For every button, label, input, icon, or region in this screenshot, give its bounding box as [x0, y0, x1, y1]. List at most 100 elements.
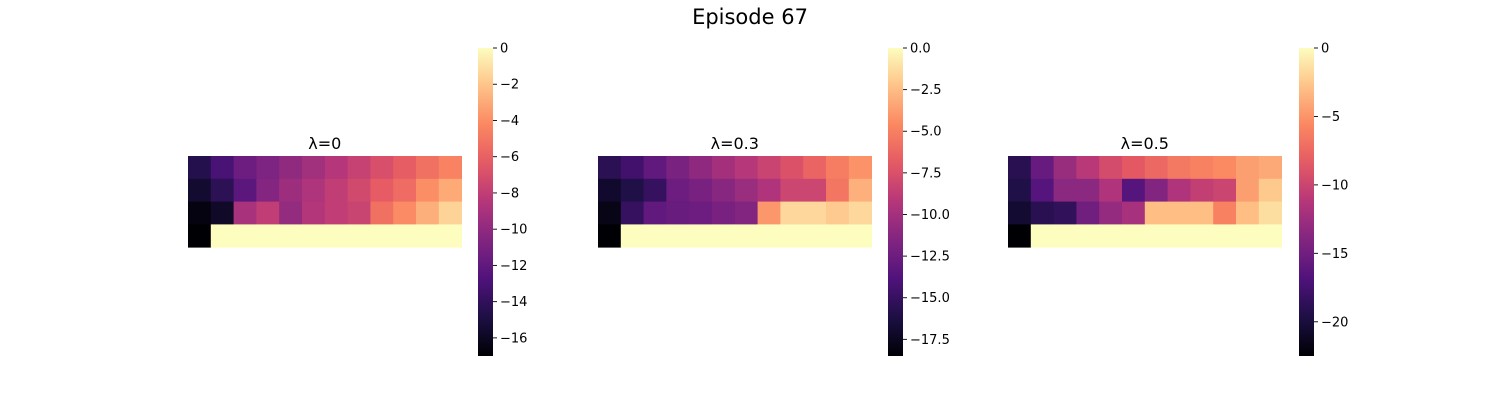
heatmap-cell	[712, 178, 736, 202]
colorbar	[478, 48, 493, 356]
heatmap-cell	[416, 178, 440, 202]
colorbar	[888, 48, 903, 356]
heatmap-cell	[598, 201, 622, 225]
heatmap-cell	[1213, 178, 1237, 202]
heatmap-cell	[324, 224, 348, 248]
heatmap-cell	[1099, 178, 1123, 202]
heatmap-cell	[848, 201, 872, 225]
colorbar-tick-label: −2	[500, 78, 519, 93]
heatmap-cell	[826, 178, 850, 202]
heatmap-cell	[1144, 178, 1168, 202]
heatmap-cell	[620, 201, 644, 225]
heatmap-cell	[188, 224, 212, 248]
heatmap-cell	[1258, 156, 1282, 180]
heatmap-title: λ=0	[308, 134, 341, 153]
heatmap-cell	[1167, 224, 1191, 248]
heatmap-cell	[734, 224, 758, 248]
heatmap-cell	[188, 201, 212, 225]
heatmap-cell	[1030, 156, 1054, 180]
heatmap-cell	[780, 156, 804, 180]
heatmap-cell	[803, 178, 827, 202]
heatmap-cell	[826, 224, 850, 248]
heatmap-cell	[438, 201, 462, 225]
heatmap-cell	[1144, 156, 1168, 180]
colorbar-tick-label: −5.0	[910, 125, 942, 140]
heatmap-cell	[643, 201, 667, 225]
heatmap-cell	[826, 156, 850, 180]
heatmap-cell	[1190, 156, 1214, 180]
heatmap-cell	[666, 201, 690, 225]
colorbar-tick-label: −2.5	[910, 83, 942, 98]
heatmap-panel-3: λ=0.5 0 −5 −10 −15 −20	[1008, 42, 1348, 356]
heatmap-cell	[1030, 201, 1054, 225]
heatmap-cell	[256, 178, 280, 202]
heatmap-cell	[1236, 178, 1260, 202]
heatmap-cell	[324, 178, 348, 202]
heatmap-cell	[233, 178, 257, 202]
heatmap-cell	[1076, 156, 1100, 180]
heatmap-cell	[393, 178, 417, 202]
colorbar-tick-label: −7.5	[910, 166, 942, 181]
heatmap-cell	[803, 201, 827, 225]
heatmap-cell	[188, 178, 212, 202]
heatmap-cell	[1053, 156, 1077, 180]
heatmap-cell	[803, 156, 827, 180]
heatmap-cell	[734, 201, 758, 225]
colorbar-tick-label: −8	[500, 186, 519, 201]
heatmap-cell	[256, 156, 280, 180]
heatmap-cell	[438, 224, 462, 248]
heatmap-cell	[1144, 224, 1168, 248]
colorbar-tick-label: −12.5	[910, 250, 950, 265]
heatmap-cell	[1053, 201, 1077, 225]
heatmap-cell	[1076, 224, 1100, 248]
colorbar-tick-label: −16	[500, 331, 527, 346]
heatmap-cell	[1190, 201, 1214, 225]
heatmap-cell	[757, 224, 781, 248]
heatmap-cell	[1236, 156, 1260, 180]
colorbar-tick-label: −15	[1321, 247, 1348, 262]
heatmap-cell	[689, 178, 713, 202]
heatmap-cell	[1236, 201, 1260, 225]
heatmap-cell	[302, 156, 326, 180]
heatmap-cell	[256, 224, 280, 248]
heatmap-cell	[620, 156, 644, 180]
heatmap-cell	[1144, 201, 1168, 225]
heatmap-cell	[1167, 178, 1191, 202]
heatmap-cell	[803, 224, 827, 248]
colorbar-tick-label: −20	[1321, 315, 1348, 330]
heatmap-cell	[734, 178, 758, 202]
heatmap-cell	[188, 156, 212, 180]
colorbar-tick-label: −12	[500, 259, 527, 274]
heatmap-cell	[416, 156, 440, 180]
heatmap-cell	[1122, 156, 1146, 180]
heatmap-cell	[643, 224, 667, 248]
heatmap-cell	[279, 201, 303, 225]
heatmap-cell	[734, 156, 758, 180]
heatmap-cell	[826, 201, 850, 225]
heatmap-cell	[1258, 224, 1282, 248]
heatmap-cell	[643, 178, 667, 202]
colorbar-tick-label: −15.0	[910, 291, 950, 306]
colorbar-tick-label: −4	[500, 114, 519, 129]
heatmap-cell	[324, 156, 348, 180]
heatmap-cell	[370, 201, 394, 225]
heatmap-cell	[848, 224, 872, 248]
heatmap-cell	[666, 156, 690, 180]
heatmap-cell	[780, 224, 804, 248]
heatmap-cell	[712, 201, 736, 225]
heatmap-cell	[233, 201, 257, 225]
heatmap-cell	[279, 156, 303, 180]
heatmap-cell	[1258, 201, 1282, 225]
heatmap-cell	[438, 156, 462, 180]
heatmap-cell	[712, 224, 736, 248]
heatmap-cell	[1008, 156, 1032, 180]
heatmap-cell	[757, 178, 781, 202]
heatmap-cell	[210, 156, 234, 180]
heatmap-cell	[780, 201, 804, 225]
heatmap-cell	[370, 224, 394, 248]
heatmap-cell	[1008, 201, 1032, 225]
heatmap-cell	[347, 224, 371, 248]
heatmap-cell	[347, 156, 371, 180]
heatmap-cell	[370, 178, 394, 202]
figure-title: Episode 67	[692, 5, 808, 29]
